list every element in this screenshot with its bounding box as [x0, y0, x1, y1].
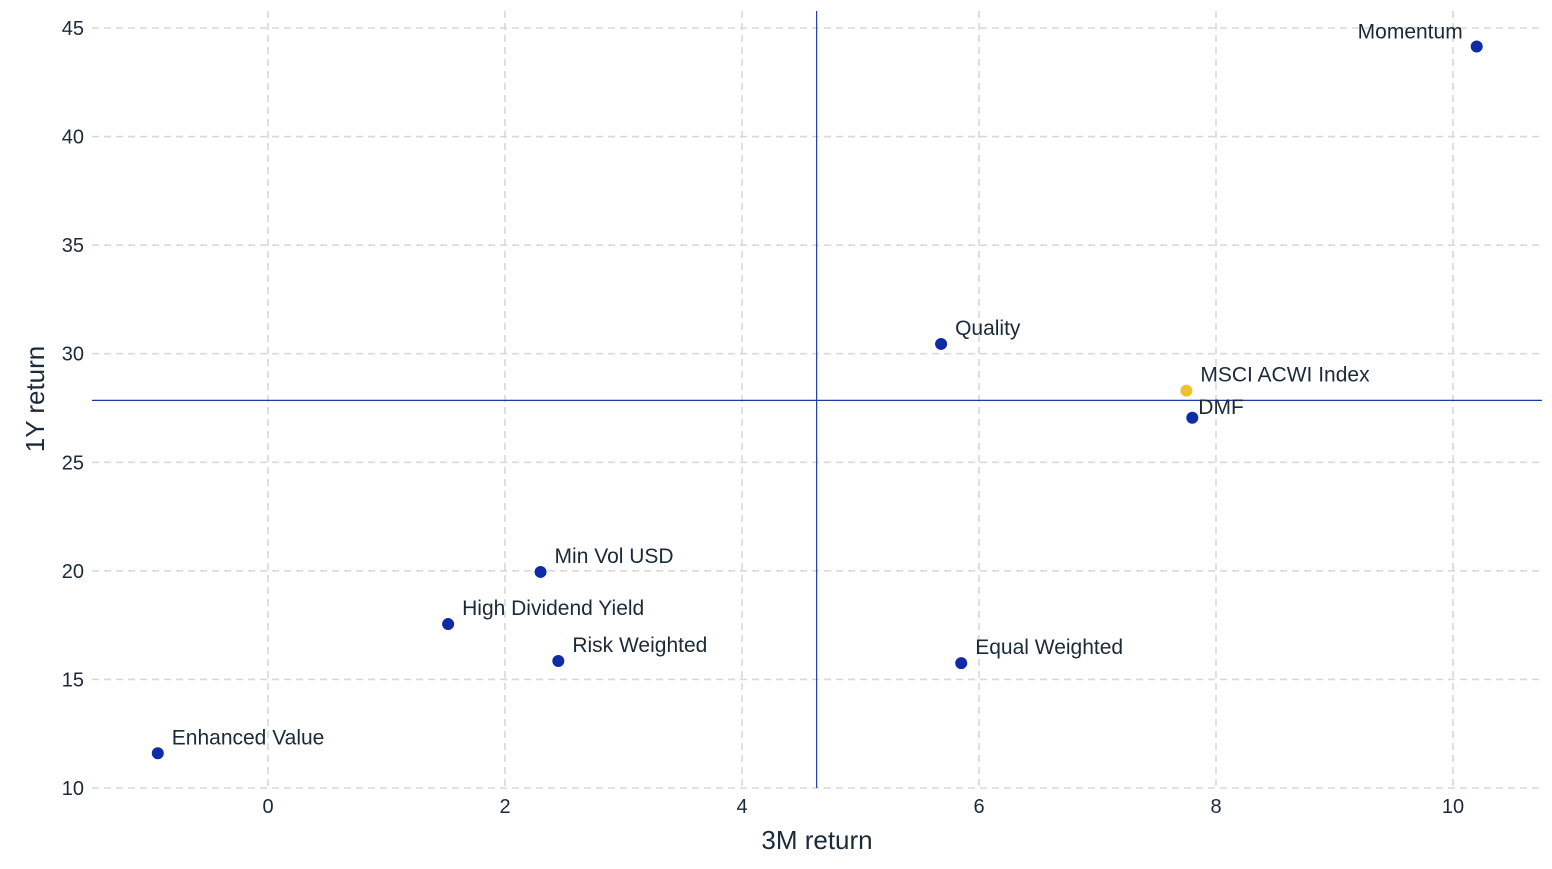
data-point-quality — [935, 337, 948, 350]
y-tick-label: 30 — [62, 344, 84, 366]
data-point-min-vol-usd — [534, 565, 547, 578]
y-tick-label: 15 — [62, 669, 84, 691]
y-tick-label: 45 — [62, 18, 84, 40]
data-point-msci-acwi-index — [1180, 384, 1193, 397]
data-point-high-dividend-yield — [442, 618, 455, 631]
y-tick-label: 40 — [62, 127, 84, 149]
data-point-risk-weighted — [552, 654, 565, 667]
x-tick-label: 2 — [499, 796, 510, 818]
x-tick-label: 8 — [1210, 796, 1221, 818]
point-label-equal-weighted: Equal Weighted — [975, 636, 1123, 659]
point-label-momentum: Momentum — [1358, 20, 1463, 43]
y-axis-title: 1Y return — [20, 346, 50, 452]
data-point-momentum — [1470, 40, 1483, 53]
tick-labels: 0 2 4 6 8 10 10 15 20 25 30 35 40 45 — [62, 18, 1464, 818]
point-label-msci-acwi-index: MSCI ACWI Index — [1200, 364, 1370, 387]
reference-lines — [92, 11, 1542, 788]
y-tick-label: 35 — [62, 235, 84, 257]
point-label-min-vol-usd: Min Vol USD — [555, 545, 674, 568]
y-tick-label: 20 — [62, 561, 84, 583]
y-tick-label: 25 — [62, 452, 84, 474]
point-label-dmf: DMF — [1198, 396, 1244, 419]
point-label-enhanced-value: Enhanced Value — [172, 726, 325, 749]
y-tick-label: 10 — [62, 778, 84, 800]
x-tick-label: 0 — [262, 796, 273, 818]
x-tick-label: 10 — [1442, 796, 1464, 818]
data-point-enhanced-value — [151, 747, 164, 760]
x-tick-label: 4 — [736, 796, 747, 818]
data-points — [151, 40, 1483, 760]
point-label-risk-weighted: Risk Weighted — [572, 634, 707, 657]
data-point-dmf — [1186, 411, 1199, 424]
point-label-quality: Quality — [955, 317, 1021, 340]
point-labels: Momentum Quality MSCI ACWI Index DMF Min Vol… — [172, 20, 1463, 749]
x-tick-label: 6 — [973, 796, 984, 818]
x-axis-title: 3M return — [761, 825, 872, 855]
point-label-high-dividend-yield: High Dividend Yield — [462, 597, 644, 620]
data-point-equal-weighted — [955, 657, 968, 670]
